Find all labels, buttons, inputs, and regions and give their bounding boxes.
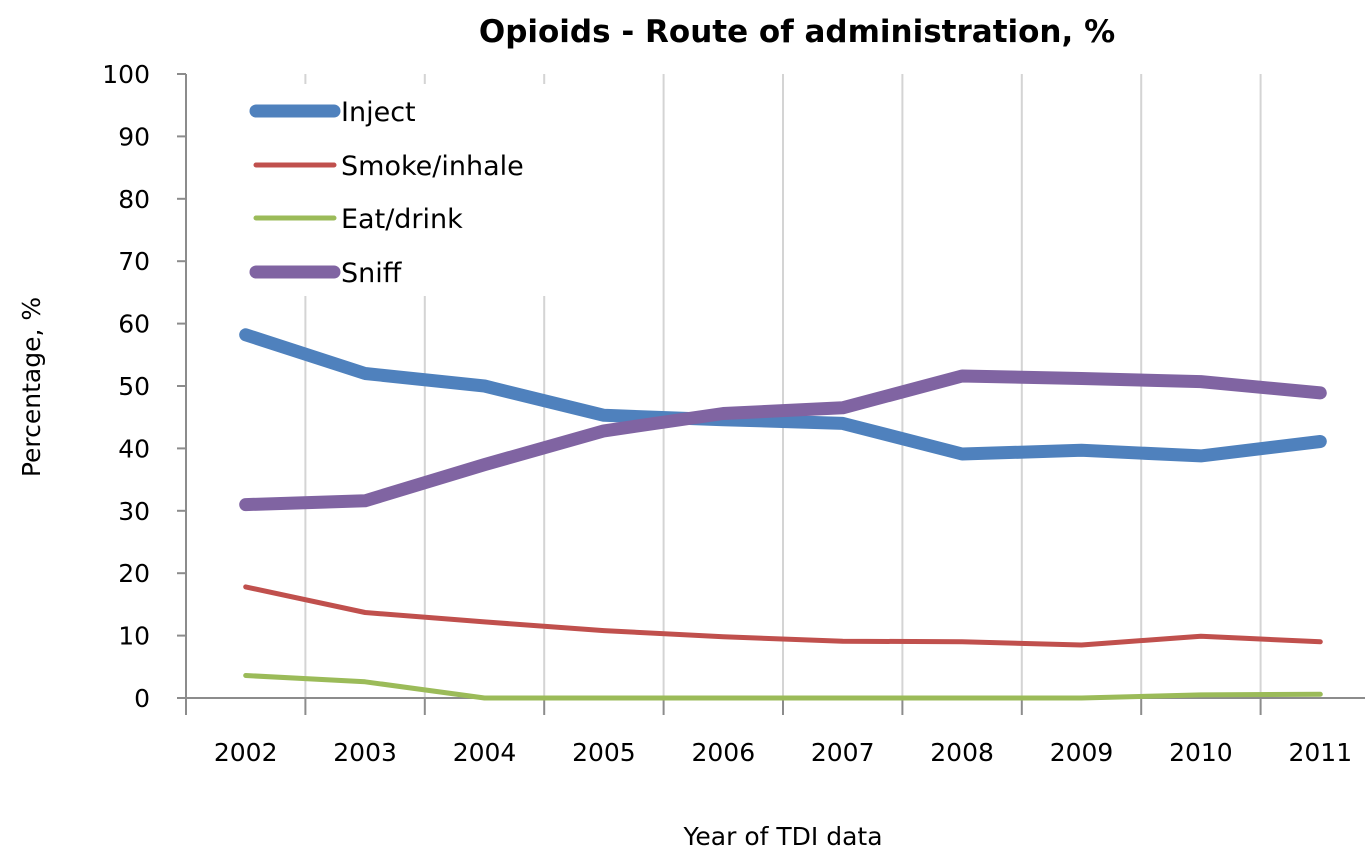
legend-box	[236, 84, 626, 296]
y-tick-label: 20	[118, 559, 150, 588]
series-line-inject	[239, 328, 1327, 463]
series-lines	[239, 328, 1327, 701]
y-tick-label: 70	[118, 247, 150, 276]
series-line-eat-drink	[243, 673, 1323, 701]
y-tick-label: 90	[118, 122, 150, 151]
x-tick-label: 2010	[1169, 738, 1233, 767]
x-tick-label: 2011	[1288, 738, 1352, 767]
legend-label-smoke-inhale: Smoke/inhale	[341, 151, 524, 182]
y-tick-label: 0	[134, 684, 150, 713]
y-tick-label: 40	[118, 434, 150, 463]
y-tick-label: 30	[118, 497, 150, 526]
legend: Inject Smoke/inhale Eat/drink Sniff	[249, 97, 524, 289]
y-tick-label: 80	[118, 185, 150, 214]
chart-title: Opioids - Route of administration, %	[479, 14, 1115, 50]
x-axis-label: Year of TDI data	[682, 822, 882, 851]
legend-label-inject: Inject	[341, 97, 416, 128]
x-tick-label: 2009	[1050, 738, 1114, 767]
y-tick-label: 10	[118, 622, 150, 651]
legend-label-sniff: Sniff	[341, 258, 403, 289]
x-tick-label: 2008	[930, 738, 994, 767]
y-tick-labels: 0 10 20 30 40 50 60 70 80 90 100	[102, 60, 150, 713]
series-line-smoke-inhale	[243, 584, 1323, 648]
x-tick-label: 2007	[811, 738, 875, 767]
x-tick-label: 2005	[572, 738, 636, 767]
y-axis-label: Percentage, %	[17, 297, 46, 477]
x-tick-label: 2002	[214, 738, 278, 767]
y-tick-label: 50	[118, 372, 150, 401]
x-tick-labels: 2002 2003 2004 2005 2006 2007 2008 2009 2010 2011	[214, 738, 1352, 767]
x-tick-label: 2004	[453, 738, 517, 767]
x-tick-label: 2006	[691, 738, 755, 767]
legend-label-eat-drink: Eat/drink	[341, 204, 463, 235]
series-line-sniff	[239, 369, 1327, 512]
x-tick-label: 2003	[333, 738, 397, 767]
y-tick-label: 60	[118, 310, 150, 339]
legend-background	[236, 84, 626, 296]
y-tick-label: 100	[102, 60, 150, 89]
